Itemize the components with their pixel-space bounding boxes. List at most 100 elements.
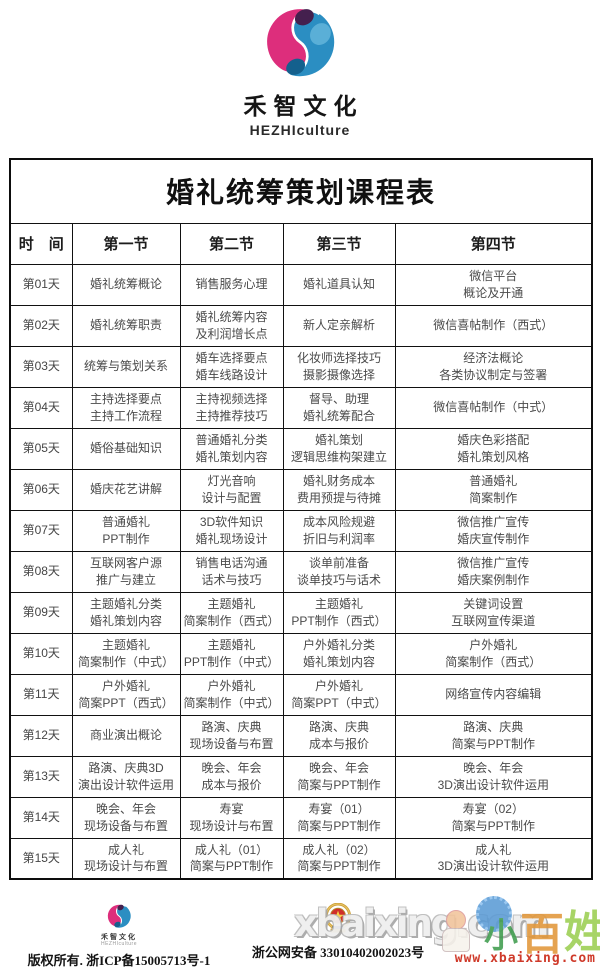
lesson-cell: 寿宴 现场设计与布置 xyxy=(179,796,284,839)
footer-security-block: 浙公网安备 33010402002023号 xyxy=(238,902,438,961)
lesson-cell: 成人礼（02） 简案与PPT制作 xyxy=(282,837,396,880)
lesson-cell: 主题婚礼 简案制作（西式） xyxy=(179,591,284,634)
lesson-cell: 网络宣传内容编辑 xyxy=(394,673,593,716)
lesson-cell: 婚礼统筹内容 及利润增长点 xyxy=(179,304,284,347)
day-cell: 第09天 xyxy=(9,591,73,634)
table-row: 第05天 婚俗基础知识 普通婚礼分类 婚礼策划内容 婚礼策划 逻辑思维构架建立 婚庆色彩… xyxy=(9,427,593,470)
lesson-cell: 成人礼 3D演出设计软件运用 xyxy=(394,837,593,880)
course-table: 婚礼统筹策划课程表 时 间 第一节 第二节 第三节 第四节 第01天 婚礼统筹概论… xyxy=(9,158,594,880)
day-cell: 第11天 xyxy=(9,673,73,716)
lesson-cell: 婚俗基础知识 xyxy=(71,427,181,470)
lesson-cell: 晚会、年会 3D演出设计软件运用 xyxy=(394,755,593,798)
lesson-cell: 婚车选择要点 婚车线路设计 xyxy=(179,345,284,388)
mascot-char-bai: 百 xyxy=(520,910,564,959)
footer-brand-name: 禾智文化 xyxy=(101,934,137,941)
lesson-cell: 微信平台 概论及开通 xyxy=(394,263,593,306)
table-row: 第03天 统筹与策划关系 婚车选择要点 婚车线路设计 化妆师选择技巧 摄影摄像选择 经济… xyxy=(9,345,593,388)
day-cell: 第07天 xyxy=(9,509,73,552)
table-title: 婚礼统筹策划课程表 xyxy=(9,158,593,224)
lesson-cell: 销售电话沟通 话术与技巧 xyxy=(179,550,284,593)
brand-subtitle: HEZHIculture xyxy=(249,122,351,138)
lesson-cell: 微信喜帖制作（西式） xyxy=(394,304,593,347)
lesson-cell: 销售服务心理 xyxy=(179,263,284,306)
lesson-cell: 路演、庆典3D 演出设计软件运用 xyxy=(71,755,181,798)
table-row: 第02天 婚礼统筹职责 婚礼统筹内容 及利润增长点 新人定亲解析 微信喜帖制作（西式） xyxy=(9,304,593,347)
brand-header: 禾智文化 HEZHIculture xyxy=(0,4,600,138)
lesson-cell: 主题婚礼分类 婚礼策划内容 xyxy=(71,591,181,634)
mascot-char-xing: 姓 xyxy=(564,908,600,957)
lesson-cell: 户外婚礼 简案制作（西式） xyxy=(394,632,593,675)
lesson-cell: 灯光音响 设计与配置 xyxy=(179,468,284,511)
table-row: 第10天 主题婚礼 简案制作（中式） 主题婚礼 PPT制作（中式） 户外婚礼分类 婚礼… xyxy=(9,632,593,675)
footer-copyright-block: 禾智文化 HEZHIculture 版权所有. 浙ICP备15005713号-1 xyxy=(24,903,214,969)
day-cell: 第05天 xyxy=(9,427,73,470)
day-cell: 第03天 xyxy=(9,345,73,388)
table-row: 第04天 主持选择要点 主持工作流程 主持视频选择 主持推荐技巧 督导、助理 婚礼统筹… xyxy=(9,386,593,429)
day-cell: 第15天 xyxy=(9,837,73,880)
lesson-cell: 婚礼统筹职责 xyxy=(71,304,181,347)
lesson-cell: 新人定亲解析 xyxy=(282,304,396,347)
lesson-cell: 成人礼（01） 简案与PPT制作 xyxy=(179,837,284,880)
lesson-cell: 婚礼财务成本 费用预提与待摊 xyxy=(282,468,396,511)
table-row: 第15天 成人礼 现场设计与布置 成人礼（01） 简案与PPT制作 成人礼（02） 简… xyxy=(9,837,593,880)
lesson-cell: 化妆师选择技巧 摄影摄像选择 xyxy=(282,345,396,388)
day-cell: 第12天 xyxy=(9,714,73,757)
course-table-body: 第01天 婚礼统筹概论 销售服务心理 婚礼道具认知 微信平台 概论及开通 第02天 婚礼统筹… xyxy=(9,263,593,880)
lesson-cell: 户外婚礼 简案制作（中式） xyxy=(179,673,284,716)
lesson-cell: 路演、庆典 现场设备与布置 xyxy=(179,714,284,757)
day-cell: 第08天 xyxy=(9,550,73,593)
lesson-cell: 寿宴（02） 简案与PPT制作 xyxy=(394,796,593,839)
day-cell: 第02天 xyxy=(9,304,73,347)
table-row: 第01天 婚礼统筹概论 销售服务心理 婚礼道具认知 微信平台 概论及开通 xyxy=(9,263,593,306)
table-row: 第09天 主题婚礼分类 婚礼策划内容 主题婚礼 简案制作（西式） 主题婚礼 PPT制作… xyxy=(9,591,593,634)
lesson-cell: 互联网客户源 推广与建立 xyxy=(71,550,181,593)
public-security-filing-text: 浙公网安备 33010402002023号 xyxy=(251,945,425,960)
lesson-cell: 婚庆花艺讲解 xyxy=(71,468,181,511)
watermark-url-text: www.xbaixing.com xyxy=(454,951,596,966)
table-row: 第11天 户外婚礼 简案PPT（西式） 户外婚礼 简案制作（中式） 户外婚礼 简案PP… xyxy=(9,673,593,716)
mascot-rosette-icon xyxy=(476,896,512,932)
table-row: 第08天 互联网客户源 推广与建立 销售电话沟通 话术与技巧 谈单前准备 谈单技巧与话… xyxy=(9,550,593,593)
table-row: 第12天 商业演出概论 路演、庆典 现场设备与布置 路演、庆典 成本与报价 路演、庆典 … xyxy=(9,714,593,757)
lesson-cell: 成本风险规避 折旧与利润率 xyxy=(282,509,396,552)
col-header-section-4: 第四节 xyxy=(394,222,593,265)
lesson-cell: 微信推广宣传 婚庆案例制作 xyxy=(394,550,593,593)
day-cell: 第01天 xyxy=(9,263,73,306)
icp-license-text: 版权所有. 浙ICP备15005713号-1 xyxy=(27,953,211,969)
column-header-row: 时 间 第一节 第二节 第三节 第四节 xyxy=(9,222,593,265)
col-header-time: 时 间 xyxy=(9,222,73,265)
lesson-cell: 户外婚礼 简案PPT（西式） xyxy=(71,673,181,716)
hezhi-footer-logo-icon xyxy=(106,903,131,928)
lesson-cell: 督导、助理 婚礼统筹配合 xyxy=(282,386,396,429)
lesson-cell: 普通婚礼 PPT制作 xyxy=(71,509,181,552)
lesson-cell: 婚礼策划 逻辑思维构架建立 xyxy=(282,427,396,470)
mascot-chef-icon xyxy=(446,910,466,930)
day-cell: 第14天 xyxy=(9,796,73,839)
lesson-cell: 主题婚礼 简案制作（中式） xyxy=(71,632,181,675)
day-cell: 第06天 xyxy=(9,468,73,511)
footer-brand-subtitle: HEZHIculture xyxy=(100,940,137,947)
lesson-cell: 商业演出概论 xyxy=(71,714,181,757)
lesson-cell: 谈单前准备 谈单技巧与话术 xyxy=(282,550,396,593)
lesson-cell: 晚会、年会 成本与报价 xyxy=(179,755,284,798)
lesson-cell: 晚会、年会 简案与PPT制作 xyxy=(282,755,396,798)
lesson-cell: 晚会、年会 现场设备与布置 xyxy=(71,796,181,839)
day-cell: 第10天 xyxy=(9,632,73,675)
lesson-cell: 微信推广宣传 婚庆宣传制作 xyxy=(394,509,593,552)
xbaixing-mascot-logo-icon: 小 百 姓 xyxy=(428,894,600,964)
lesson-cell: 主题婚礼 PPT制作（中式） xyxy=(179,632,284,675)
lesson-cell: 成人礼 现场设计与布置 xyxy=(71,837,181,880)
mascot-char-xiao: 小 xyxy=(484,918,518,955)
col-header-section-1: 第一节 xyxy=(71,222,181,265)
lesson-cell: 关键词设置 互联网宣传渠道 xyxy=(394,591,593,634)
lesson-cell: 婚礼道具认知 xyxy=(282,263,396,306)
table-row: 第07天 普通婚礼 PPT制作 3D软件知识 婚礼现场设计 成本风险规避 折旧与利润率… xyxy=(9,509,593,552)
police-badge-icon xyxy=(324,902,352,933)
lesson-cell: 路演、庆典 简案与PPT制作 xyxy=(394,714,593,757)
hezhi-logo-icon xyxy=(264,6,335,77)
lesson-cell: 3D软件知识 婚礼现场设计 xyxy=(179,509,284,552)
lesson-cell: 主题婚礼 PPT制作（西式） xyxy=(282,591,396,634)
lesson-cell: 普通婚礼 简案制作 xyxy=(394,468,593,511)
table-row: 第06天 婚庆花艺讲解 灯光音响 设计与配置 婚礼财务成本 费用预提与待摊 普通婚礼 简… xyxy=(9,468,593,511)
